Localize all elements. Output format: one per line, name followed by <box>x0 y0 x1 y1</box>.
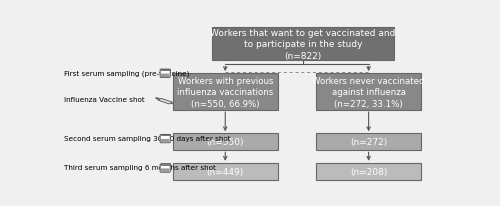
Text: Third serum sampling 6 months after shot: Third serum sampling 6 months after shot <box>64 165 216 170</box>
FancyBboxPatch shape <box>316 74 421 110</box>
FancyBboxPatch shape <box>160 135 170 143</box>
Polygon shape <box>158 99 172 104</box>
FancyBboxPatch shape <box>160 70 170 78</box>
FancyBboxPatch shape <box>160 164 170 172</box>
FancyBboxPatch shape <box>316 163 421 180</box>
FancyBboxPatch shape <box>212 28 394 61</box>
FancyBboxPatch shape <box>173 74 278 110</box>
FancyBboxPatch shape <box>173 134 278 150</box>
Text: Influenza Vaccine shot: Influenza Vaccine shot <box>64 96 145 102</box>
Text: (n=550): (n=550) <box>206 138 244 147</box>
FancyBboxPatch shape <box>173 163 278 180</box>
Text: (n=449): (n=449) <box>206 167 244 176</box>
FancyBboxPatch shape <box>316 134 421 150</box>
FancyBboxPatch shape <box>161 74 170 78</box>
Text: First serum sampling (pre-vaccine): First serum sampling (pre-vaccine) <box>64 70 190 76</box>
Bar <box>160 69 170 71</box>
Text: (n=208): (n=208) <box>350 167 388 176</box>
FancyBboxPatch shape <box>161 139 170 143</box>
Text: Workers never vaccinated
against influenza
(n=272, 33.1%): Workers never vaccinated against influen… <box>312 76 425 108</box>
Text: (n=272): (n=272) <box>350 138 387 147</box>
FancyBboxPatch shape <box>161 169 170 172</box>
Text: Second serum sampling 30-40 days after shot: Second serum sampling 30-40 days after s… <box>64 135 231 141</box>
Text: Workers with previous
influenza vaccinations
(n=550, 66.9%): Workers with previous influenza vaccinat… <box>177 76 274 108</box>
Bar <box>160 134 170 136</box>
Bar <box>160 164 170 165</box>
Text: Workers that want to get vaccinated and
to participate in the study
(n=822): Workers that want to get vaccinated and … <box>210 29 396 60</box>
